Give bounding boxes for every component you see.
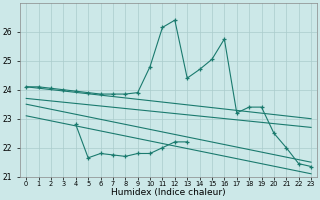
X-axis label: Humidex (Indice chaleur): Humidex (Indice chaleur) — [111, 188, 226, 197]
